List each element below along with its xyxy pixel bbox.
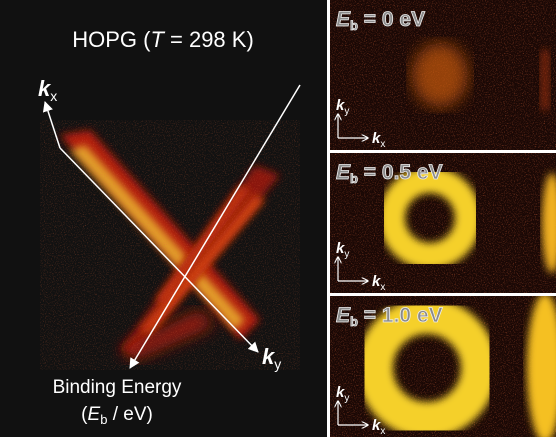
energy-symbol: E bbox=[336, 8, 351, 31]
energy-value: = 1.0 eV bbox=[358, 304, 443, 327]
energy-value: = 0 eV bbox=[358, 8, 425, 31]
figure: HOPG (T = 298 K) kx ky Binding Energy (E… bbox=[0, 0, 556, 437]
energy-label-line1: Binding Energy bbox=[53, 377, 182, 398]
energy-subscript: b bbox=[350, 18, 358, 33]
intensity-edge bbox=[540, 50, 550, 110]
energy-subscript: b bbox=[350, 171, 358, 186]
intensity-blob bbox=[412, 43, 468, 107]
energy-subscript: b bbox=[350, 314, 358, 329]
k-subscript: y bbox=[344, 393, 349, 404]
energy-unit: / eV) bbox=[107, 404, 152, 425]
main-title: HOPG (T = 298 K) bbox=[72, 27, 254, 52]
k-subscript: x bbox=[380, 426, 385, 437]
k-subscript: x bbox=[50, 88, 57, 104]
panel-label: Eb = 0 eV bbox=[336, 8, 425, 33]
k-subscript: x bbox=[380, 139, 385, 150]
band-structure-image bbox=[40, 120, 300, 370]
energy-label-line2: (Eb / eV) bbox=[81, 404, 153, 427]
energy-value: = 0.5 eV bbox=[358, 161, 443, 184]
energy-symbol: E bbox=[336, 304, 351, 327]
k-subscript: y bbox=[274, 356, 281, 372]
k-subscript: y bbox=[344, 249, 349, 260]
energy-symbol: E bbox=[336, 161, 351, 184]
title-text: = 298 K) bbox=[164, 27, 254, 52]
k-subscript: x bbox=[380, 282, 385, 293]
energy-symbol: E bbox=[88, 404, 101, 425]
k-subscript: y bbox=[344, 106, 349, 117]
title-text: HOPG ( bbox=[72, 27, 151, 52]
energy-subscript: b bbox=[100, 412, 107, 427]
